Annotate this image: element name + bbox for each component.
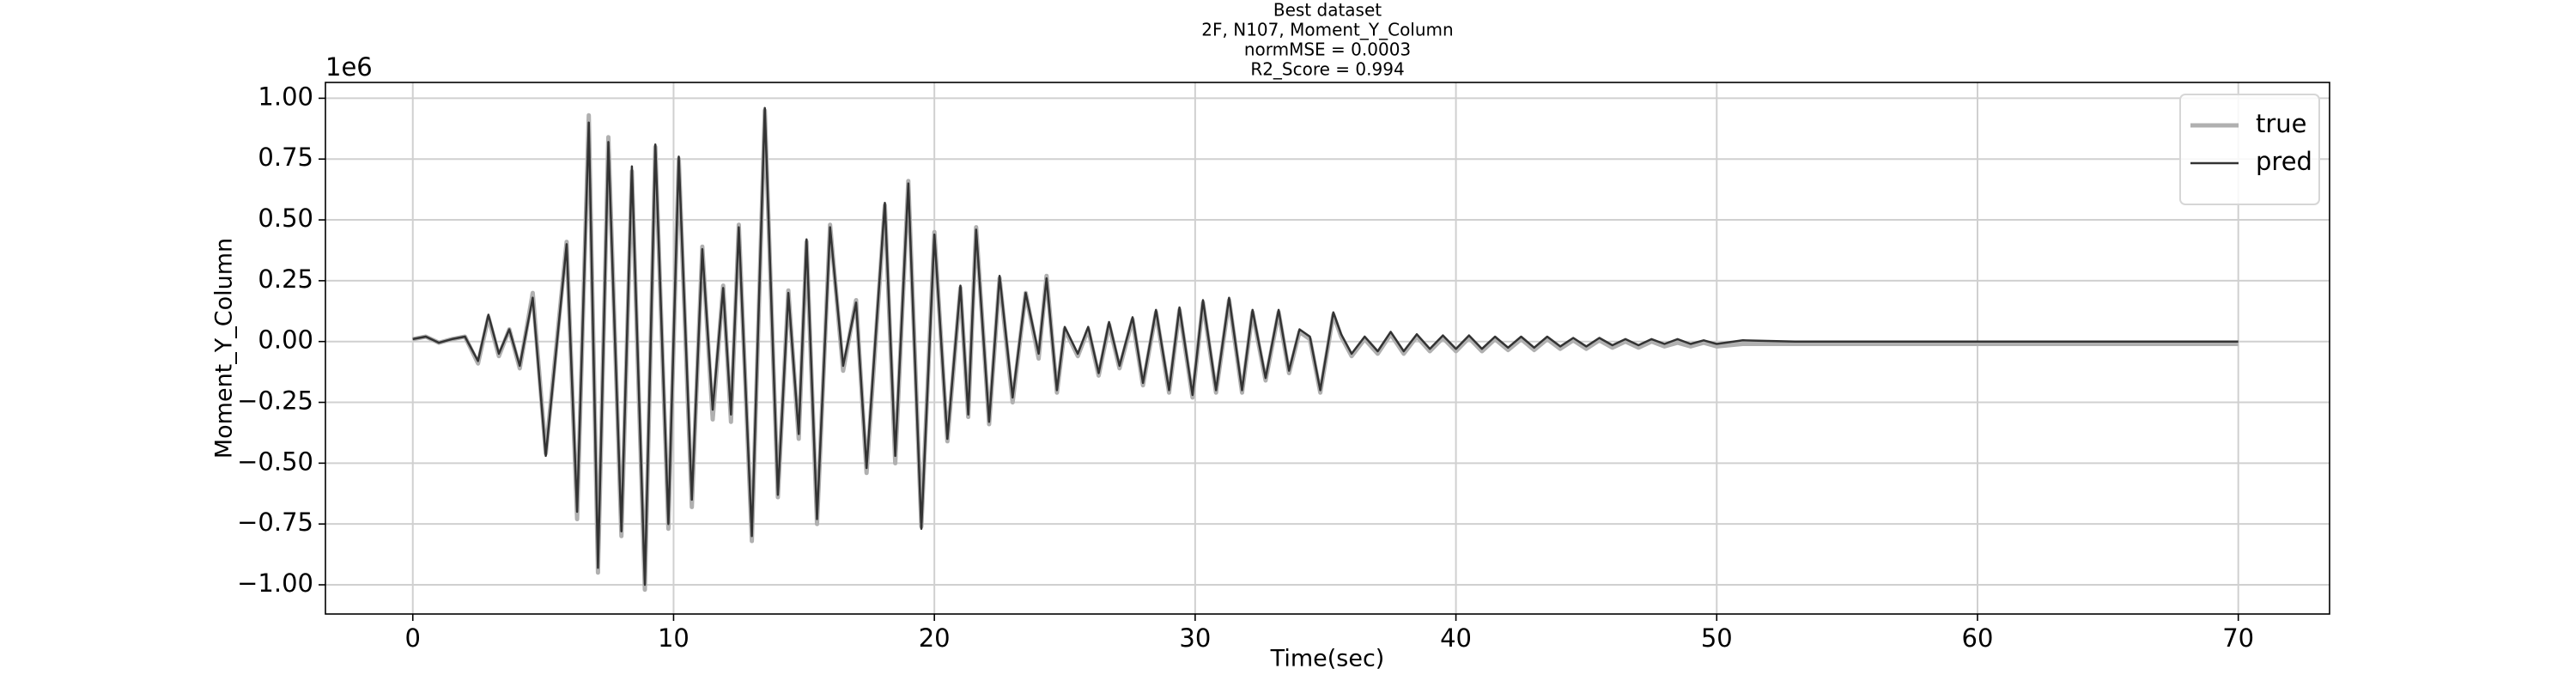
- y-tick-label: −0.50: [237, 447, 313, 476]
- x-tick-label: 0: [405, 623, 421, 653]
- x-tick-label: 70: [2222, 623, 2254, 653]
- chart-title: 2F, N107, Moment_Y_Column: [1201, 20, 1453, 40]
- x-tick-label: 40: [1440, 623, 1472, 653]
- y-tick-label: 0.25: [258, 264, 313, 294]
- legend-box: [2179, 94, 2320, 205]
- plot-frame: [325, 82, 2330, 615]
- chart-title: normMSE = 0.0003: [1244, 40, 1411, 60]
- x-axis-label: Time(sec): [1270, 646, 1385, 672]
- y-tick-label: 0.00: [258, 325, 313, 355]
- chart-title: Best dataset: [1273, 0, 1382, 21]
- y-axis-label: Moment_Y_Column: [211, 238, 238, 459]
- y-tick-label: −0.75: [237, 508, 313, 537]
- x-tick-label: 50: [1701, 623, 1733, 653]
- x-tick-label: 60: [1962, 623, 1994, 653]
- legend-label: true: [2256, 109, 2307, 138]
- x-tick-label: 30: [1179, 623, 1211, 653]
- x-tick-label: 10: [658, 623, 690, 653]
- y-offset-text: 1e6: [325, 52, 373, 82]
- y-tick-label: 0.75: [258, 143, 313, 172]
- y-tick-label: 1.00: [258, 82, 313, 111]
- y-tick-label: −1.00: [237, 568, 313, 598]
- y-tick-label: −0.25: [237, 386, 313, 416]
- series-line: [412, 106, 2239, 587]
- y-tick-label: 0.50: [258, 204, 313, 233]
- x-tick-label: 20: [919, 623, 951, 653]
- legend-label: pred: [2256, 147, 2312, 176]
- chart-title: R2_Score = 0.994: [1250, 59, 1404, 80]
